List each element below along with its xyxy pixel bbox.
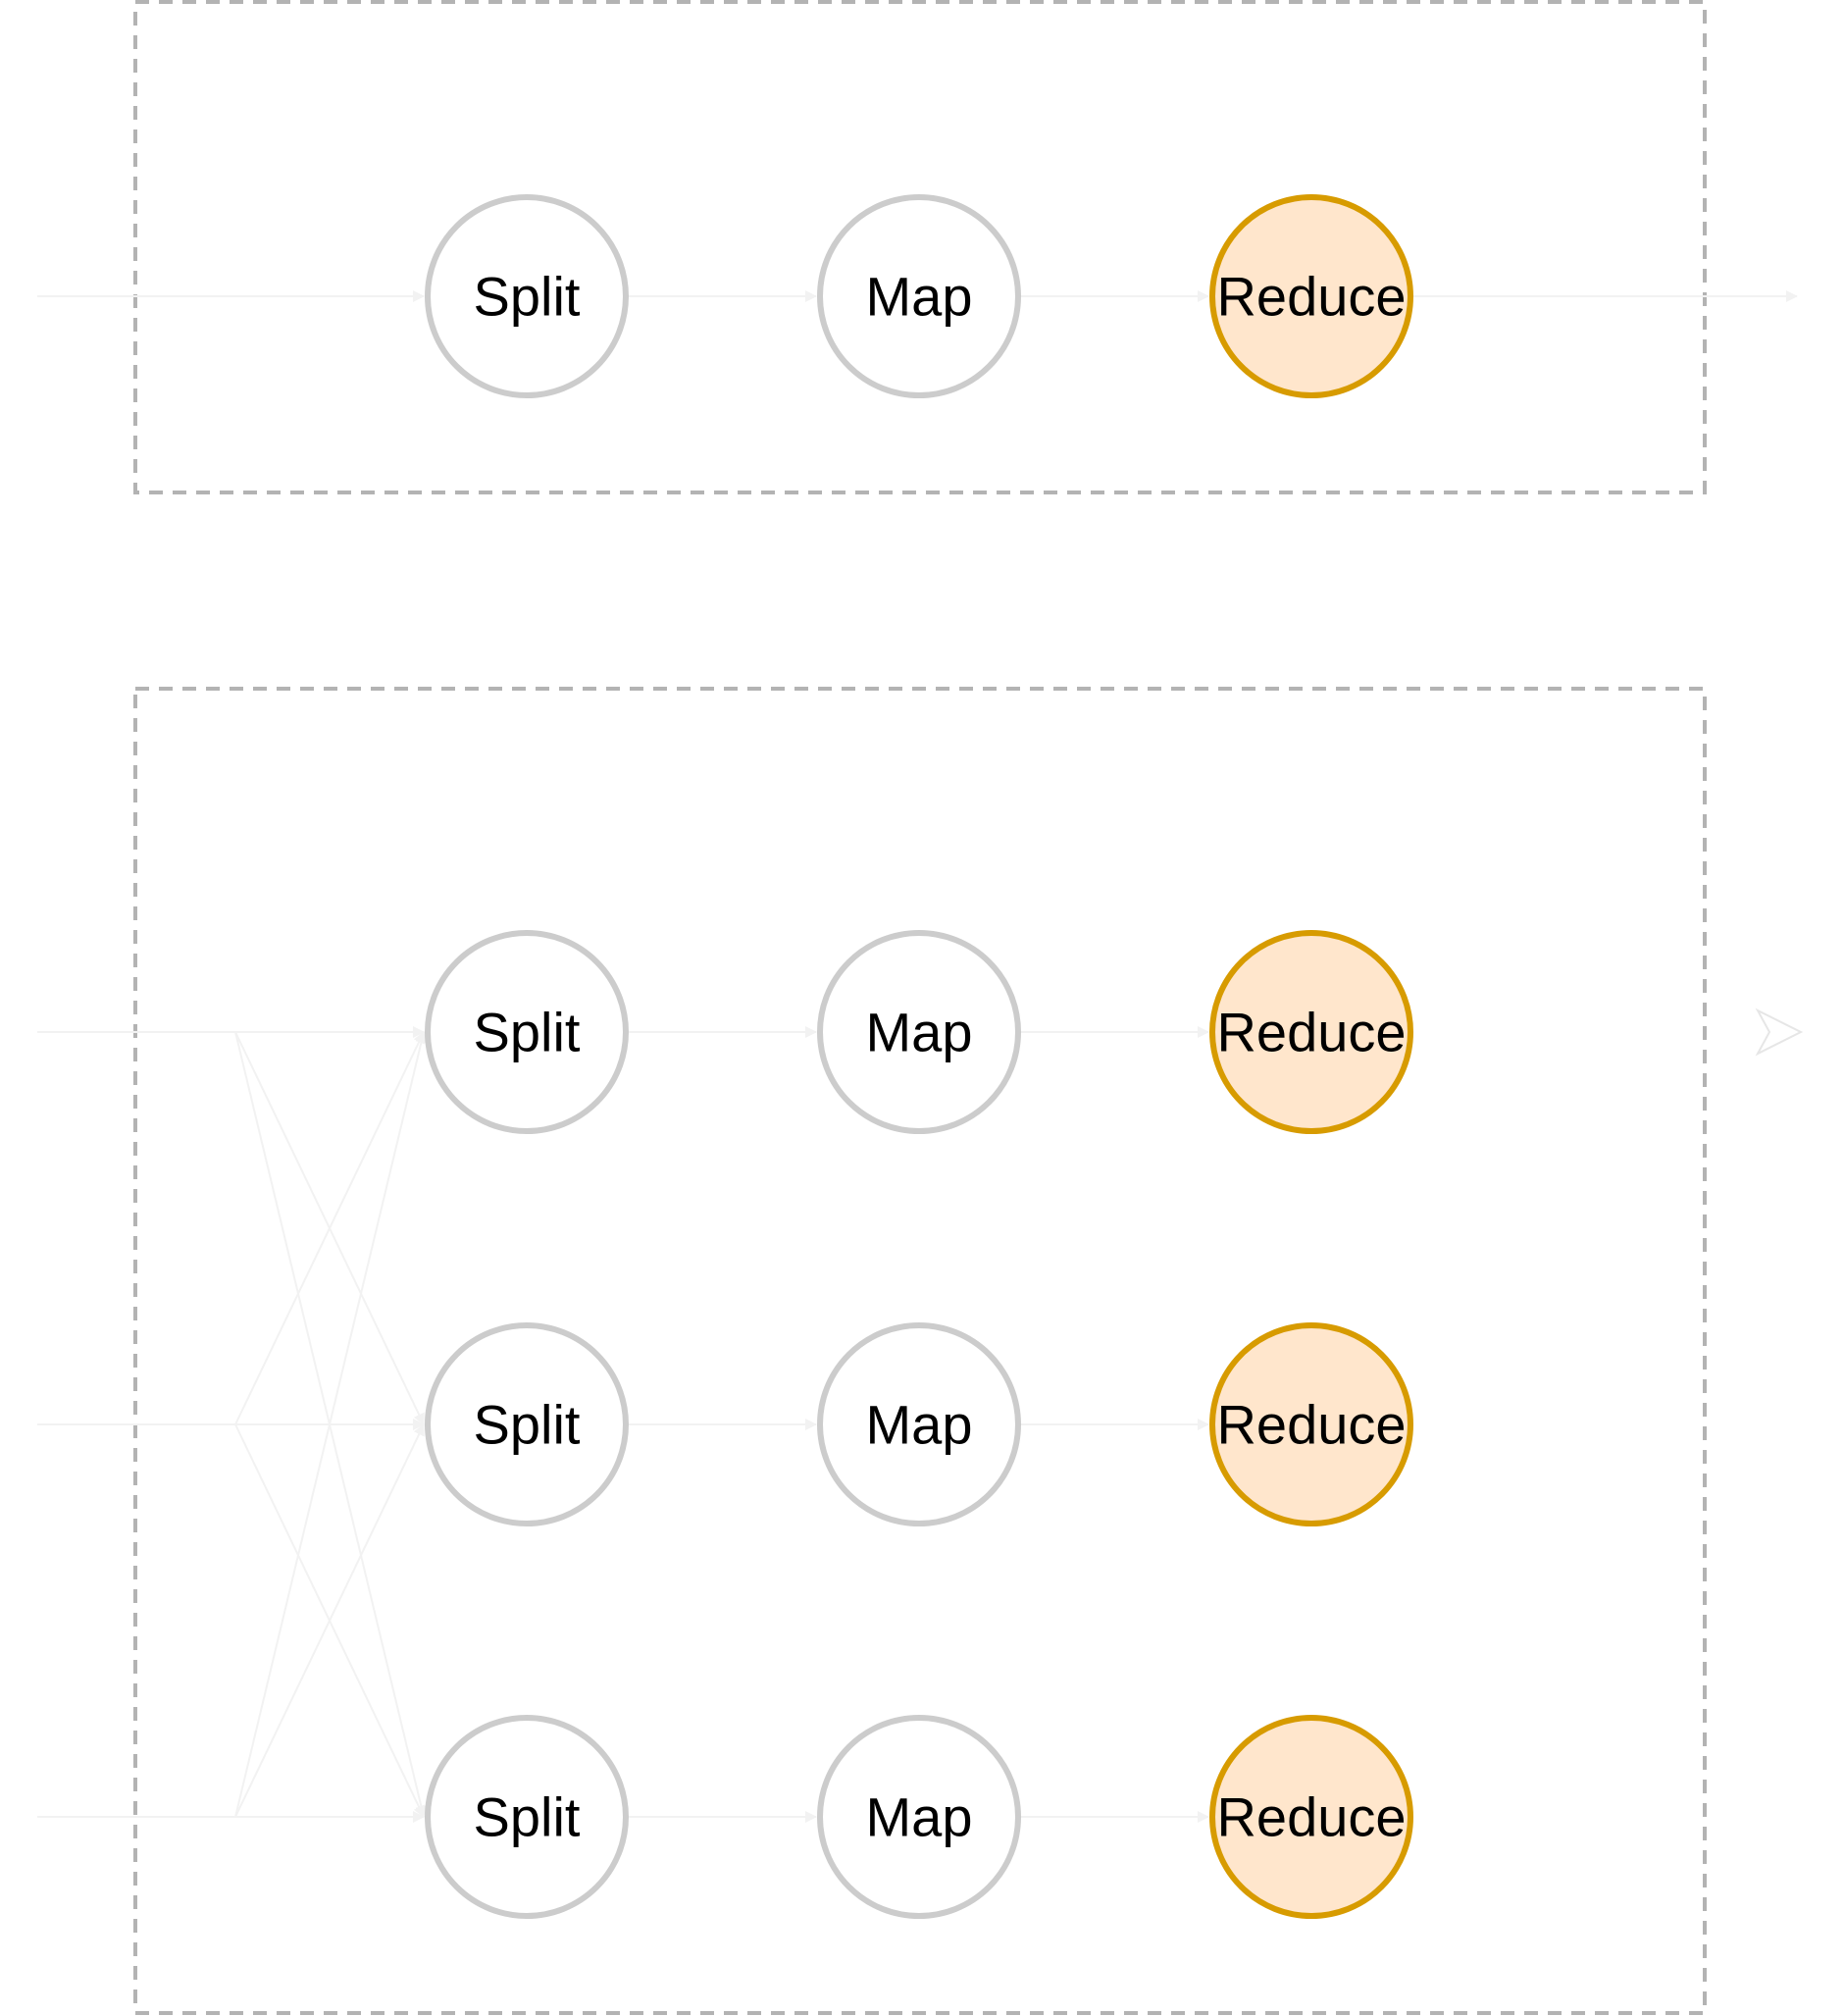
split-node-label: Split <box>474 1394 581 1456</box>
map-node-circle <box>817 930 1021 1134</box>
reduce-node-label: Reduce <box>1216 266 1406 328</box>
reduce-node-label: Reduce <box>1216 1786 1406 1848</box>
split-node-circle <box>425 930 629 1134</box>
split-node-label: Split <box>474 1786 581 1848</box>
reduce-node: Reduce <box>1209 194 1413 398</box>
edge-shuffle-3-1 <box>234 1031 428 1818</box>
map-node-label: Map <box>866 1394 973 1456</box>
map-node-circle <box>817 194 1021 398</box>
map-node-circle <box>817 1322 1021 1526</box>
edge-shuffle-3-2 <box>234 1423 425 1818</box>
split-node-label: Split <box>474 1002 581 1063</box>
split-node-label: Split <box>474 266 581 328</box>
map-node-row-3: Map <box>817 1715 1021 1919</box>
output-arrowhead <box>1755 1008 1804 1057</box>
split-node-circle <box>425 1715 629 1919</box>
split-node: Split <box>425 194 629 398</box>
split-node-row-3: Split <box>425 1715 629 1919</box>
split-node-circle <box>425 1322 629 1526</box>
split-node-circle <box>425 194 629 398</box>
reduce-node-label: Reduce <box>1216 1394 1406 1456</box>
group-box-single <box>133 0 1707 494</box>
reduce-node-circle <box>1209 194 1413 398</box>
map-node: Map <box>817 194 1021 398</box>
reduce-node-circle <box>1209 1322 1413 1526</box>
map-node-row-2: Map <box>817 1322 1021 1526</box>
split-node-row-2: Split <box>425 1322 629 1526</box>
reduce-node-row-2: Reduce <box>1209 1322 1413 1526</box>
map-node-label: Map <box>866 1002 973 1063</box>
reduce-node-label: Reduce <box>1216 1002 1406 1063</box>
map-node-label: Map <box>866 1786 973 1848</box>
reduce-node-circle <box>1209 930 1413 1134</box>
map-node-label: Map <box>866 266 973 328</box>
edge-shuffle-2-1 <box>234 1031 425 1425</box>
map-node-circle <box>817 1715 1021 1919</box>
reduce-node-row-1: Reduce <box>1209 930 1413 1134</box>
map-node-row-1: Map <box>817 930 1021 1134</box>
reduce-node-row-3: Reduce <box>1209 1715 1413 1919</box>
reduce-node-circle <box>1209 1715 1413 1919</box>
split-node-row-1: Split <box>425 930 629 1134</box>
group-box-parallel <box>133 687 1707 2015</box>
